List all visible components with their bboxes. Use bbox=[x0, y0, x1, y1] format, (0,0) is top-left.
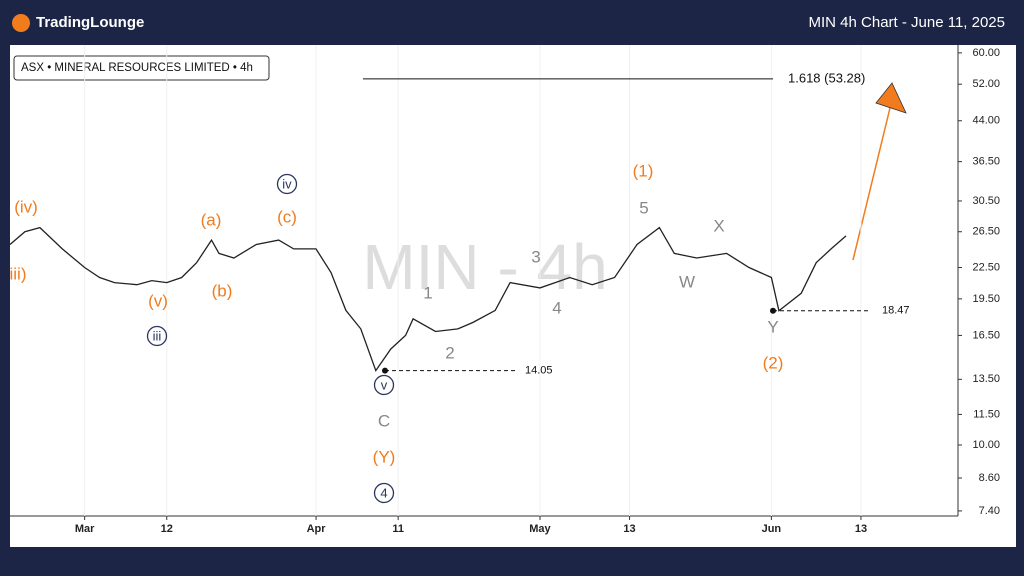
legend-box bbox=[13, 55, 270, 81]
y-tick-label: 60.00 bbox=[972, 47, 1000, 59]
y-tick-label: 10.00 bbox=[972, 439, 1000, 451]
level-point bbox=[382, 367, 388, 374]
y-tick-label: 8.60 bbox=[979, 472, 1000, 484]
header-title: MIN 4h Chart - June 11, 2025 bbox=[809, 14, 1006, 31]
y-tick-label: 44.00 bbox=[972, 115, 1000, 127]
wave-label: X bbox=[713, 216, 724, 235]
wave-label: (1) bbox=[633, 161, 654, 180]
y-tick-label: 26.50 bbox=[972, 226, 1000, 238]
y-tick-label: 13.50 bbox=[972, 373, 1000, 385]
wave-circle bbox=[276, 173, 298, 195]
level-label: 14.05 bbox=[525, 365, 553, 377]
wave-circle bbox=[146, 325, 168, 347]
wave-label: (2) bbox=[763, 353, 784, 372]
wave-circle bbox=[373, 374, 395, 396]
y-tick-label: 30.50 bbox=[972, 195, 1000, 207]
wave-label: (iv) bbox=[14, 197, 38, 216]
y-tick-label: 52.00 bbox=[972, 78, 1000, 90]
wave-label: (v) bbox=[148, 291, 168, 310]
wave-label: 4 bbox=[380, 485, 387, 500]
level-label: 18.47 bbox=[882, 305, 910, 317]
wave-label: C bbox=[378, 411, 390, 430]
x-tick-label: 13 bbox=[623, 523, 635, 535]
wave-label: v bbox=[381, 377, 388, 392]
wave-label: W bbox=[679, 272, 695, 291]
y-tick-label: 36.50 bbox=[972, 156, 1000, 168]
wave-label: 4 bbox=[552, 298, 561, 317]
level-point bbox=[770, 307, 776, 314]
logo-icon bbox=[12, 14, 30, 32]
x-tick-label: 13 bbox=[855, 523, 867, 535]
wave-label: iv bbox=[282, 176, 292, 191]
wave-circle bbox=[373, 482, 395, 504]
wave-label: (Y) bbox=[373, 447, 396, 466]
legend: ASX • MINERAL RESOURCES LIMITED • 4h bbox=[21, 62, 253, 74]
wave-label: 5 bbox=[639, 198, 648, 217]
x-tick-label: Mar bbox=[75, 523, 95, 535]
y-tick-label: 7.40 bbox=[979, 505, 1000, 517]
wave-label: 2 bbox=[445, 343, 454, 362]
x-tick-label: 11 bbox=[392, 523, 404, 535]
level-label: 1.618 (53.28) bbox=[788, 70, 865, 85]
plot-area bbox=[10, 45, 1016, 547]
price-line bbox=[9, 226, 847, 373]
wave-label: (a) bbox=[201, 210, 222, 229]
logo: TradingLounge bbox=[36, 14, 144, 31]
x-tick-label: May bbox=[529, 523, 551, 535]
wave-label: 1 bbox=[423, 283, 432, 302]
y-tick-label: 19.50 bbox=[972, 293, 1000, 305]
wave-label: Y bbox=[767, 317, 778, 336]
arrow-head bbox=[875, 82, 907, 114]
y-tick-label: 22.50 bbox=[972, 261, 1000, 273]
wave-label: iii) bbox=[10, 264, 27, 283]
wave-label: (c) bbox=[277, 207, 297, 226]
x-tick-label: Apr bbox=[307, 523, 327, 535]
wave-label: 3 bbox=[531, 247, 540, 266]
wave-label: iii bbox=[153, 328, 162, 343]
x-tick-label: 12 bbox=[161, 523, 173, 535]
y-tick-label: 16.50 bbox=[972, 329, 1000, 341]
watermark: MIN - 4h bbox=[362, 231, 607, 303]
wave-label: (b) bbox=[212, 281, 233, 300]
projection-arrow bbox=[852, 107, 891, 261]
x-tick-label: Jun bbox=[762, 523, 782, 535]
y-tick-label: 11.50 bbox=[973, 408, 1000, 420]
